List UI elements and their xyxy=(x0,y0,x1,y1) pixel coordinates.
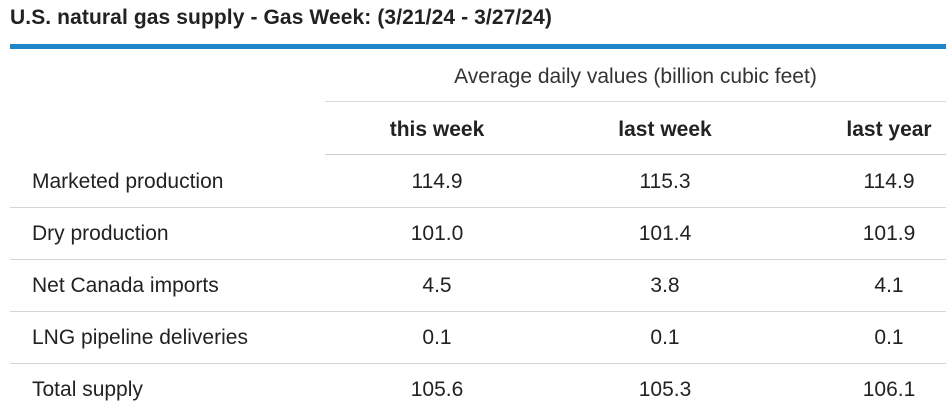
this-week-value: 0.1 xyxy=(422,326,452,349)
row-label: LNG pipeline deliveries xyxy=(32,326,248,349)
this-week-value: 101.0 xyxy=(410,222,464,245)
column-header-last-year: last year xyxy=(846,118,932,141)
row-divider xyxy=(10,207,946,208)
table-row: LNG pipeline deliveries 0.1 0.1 0.1 xyxy=(10,312,946,363)
row-divider xyxy=(10,363,946,364)
table-row: Marketed production 114.9 115.3 114.9 xyxy=(10,156,946,207)
row-divider xyxy=(10,311,946,312)
row-label: Net Canada imports xyxy=(32,274,219,297)
table-row: Dry production 101.0 101.4 101.9 xyxy=(10,208,946,259)
last-week-value: 105.3 xyxy=(638,378,692,401)
last-week-value: 115.3 xyxy=(639,170,691,193)
column-header-last-week: last week xyxy=(618,118,712,141)
table-row: Net Canada imports 4.5 3.8 4.1 xyxy=(10,260,946,311)
last-week-value: 101.4 xyxy=(638,222,692,245)
row-divider xyxy=(10,259,946,260)
this-week-value: 114.9 xyxy=(411,170,463,193)
last-year-value: 114.9 xyxy=(863,170,915,193)
row-label: Marketed production xyxy=(32,170,224,193)
this-week-value: 105.6 xyxy=(410,378,464,401)
row-label: Dry production xyxy=(32,222,169,245)
last-week-value: 0.1 xyxy=(650,326,680,349)
column-header-this-week: this week xyxy=(389,118,485,141)
last-week-value: 3.8 xyxy=(650,274,680,297)
this-week-value: 4.5 xyxy=(422,274,452,297)
last-year-value: 0.1 xyxy=(874,326,904,349)
row-label: Total supply xyxy=(32,378,143,401)
table-title: U.S. natural gas supply - Gas Week: (3/2… xyxy=(10,6,552,29)
title-accent-rule xyxy=(10,44,946,49)
table-row: Total supply 105.6 105.3 106.1 xyxy=(10,364,946,415)
column-group-header: Average daily values (billion cubic feet… xyxy=(454,65,817,88)
last-year-value: 106.1 xyxy=(862,378,916,401)
column-header-divider xyxy=(325,154,946,155)
last-year-value: 101.9 xyxy=(862,222,916,245)
group-header-divider xyxy=(325,101,946,102)
last-year-value: 4.1 xyxy=(874,274,904,297)
